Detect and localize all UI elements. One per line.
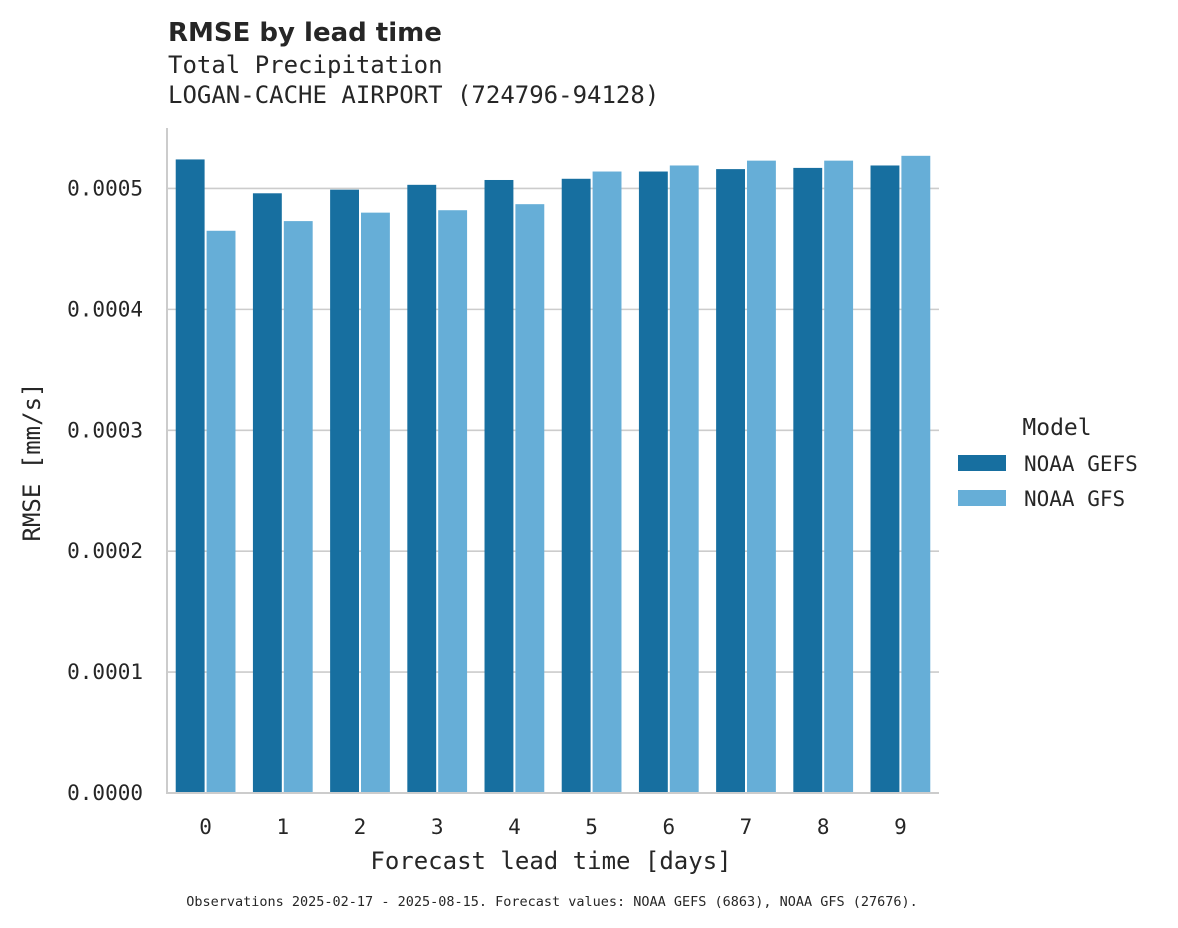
x-tick-label: 1	[276, 815, 289, 839]
legend-entry-label: NOAA GFS	[1024, 487, 1125, 511]
bar	[561, 178, 591, 794]
bar	[638, 171, 668, 793]
bar	[592, 171, 622, 793]
x-tick-labels: 0 1 2 3 4 5 6 7 8 9	[199, 815, 906, 839]
bar	[484, 179, 514, 793]
bar	[870, 165, 900, 793]
bar	[793, 167, 823, 793]
x-tick-label: 5	[585, 815, 598, 839]
bar	[361, 212, 390, 794]
y-tick-label: 0.0003	[67, 418, 143, 442]
x-tick-label: 3	[431, 815, 444, 839]
bar	[175, 159, 205, 793]
legend-swatch	[958, 455, 1006, 471]
chart-title: RMSE by lead time	[168, 18, 442, 48]
chart-subtitle-line-1: Total Precipitation	[168, 51, 443, 79]
bar	[716, 169, 745, 794]
footnote: Observations 2025-02-17 - 2025-08-15. Fo…	[186, 894, 918, 910]
x-tick-label: 9	[894, 815, 907, 839]
legend-title: Model	[1022, 415, 1091, 441]
y-tick-label: 0.0001	[67, 660, 143, 684]
y-tick-labels: 0.0000 0.0001 0.0002 0.0003 0.0004 0.0005	[67, 176, 143, 805]
bar	[669, 165, 699, 793]
chart-subtitle-line-2: LOGAN-CACHE AIRPORT (724796-94128)	[168, 81, 659, 109]
bar	[283, 221, 313, 794]
bar	[252, 193, 282, 794]
x-tick-label: 4	[508, 815, 521, 839]
y-tick-label: 0.0005	[67, 176, 143, 200]
x-tick-label: 6	[662, 815, 675, 839]
bars	[175, 155, 931, 794]
bar	[515, 204, 545, 793]
y-tick-label: 0.0002	[67, 539, 143, 563]
x-tick-label: 8	[817, 815, 830, 839]
y-tick-label: 0.0000	[67, 781, 143, 805]
bar	[206, 230, 236, 794]
y-axis-label: RMSE [mm/s]	[18, 383, 46, 542]
bar	[747, 160, 776, 794]
legend-swatch	[958, 490, 1006, 506]
x-axis-label: Forecast lead time [days]	[370, 847, 731, 875]
legend: Model NOAA GEFS NOAA GFS	[958, 415, 1138, 511]
bar	[330, 189, 359, 793]
y-gridlines	[168, 187, 939, 673]
axes	[166, 128, 939, 794]
bar	[901, 155, 931, 794]
bar	[824, 160, 854, 794]
legend-entry-label: NOAA GEFS	[1024, 452, 1138, 476]
y-tick-label: 0.0004	[67, 297, 143, 321]
bar	[407, 184, 437, 793]
bar	[438, 210, 468, 793]
x-tick-label: 0	[199, 815, 212, 839]
x-tick-label: 2	[354, 815, 367, 839]
x-tick-label: 7	[740, 815, 753, 839]
